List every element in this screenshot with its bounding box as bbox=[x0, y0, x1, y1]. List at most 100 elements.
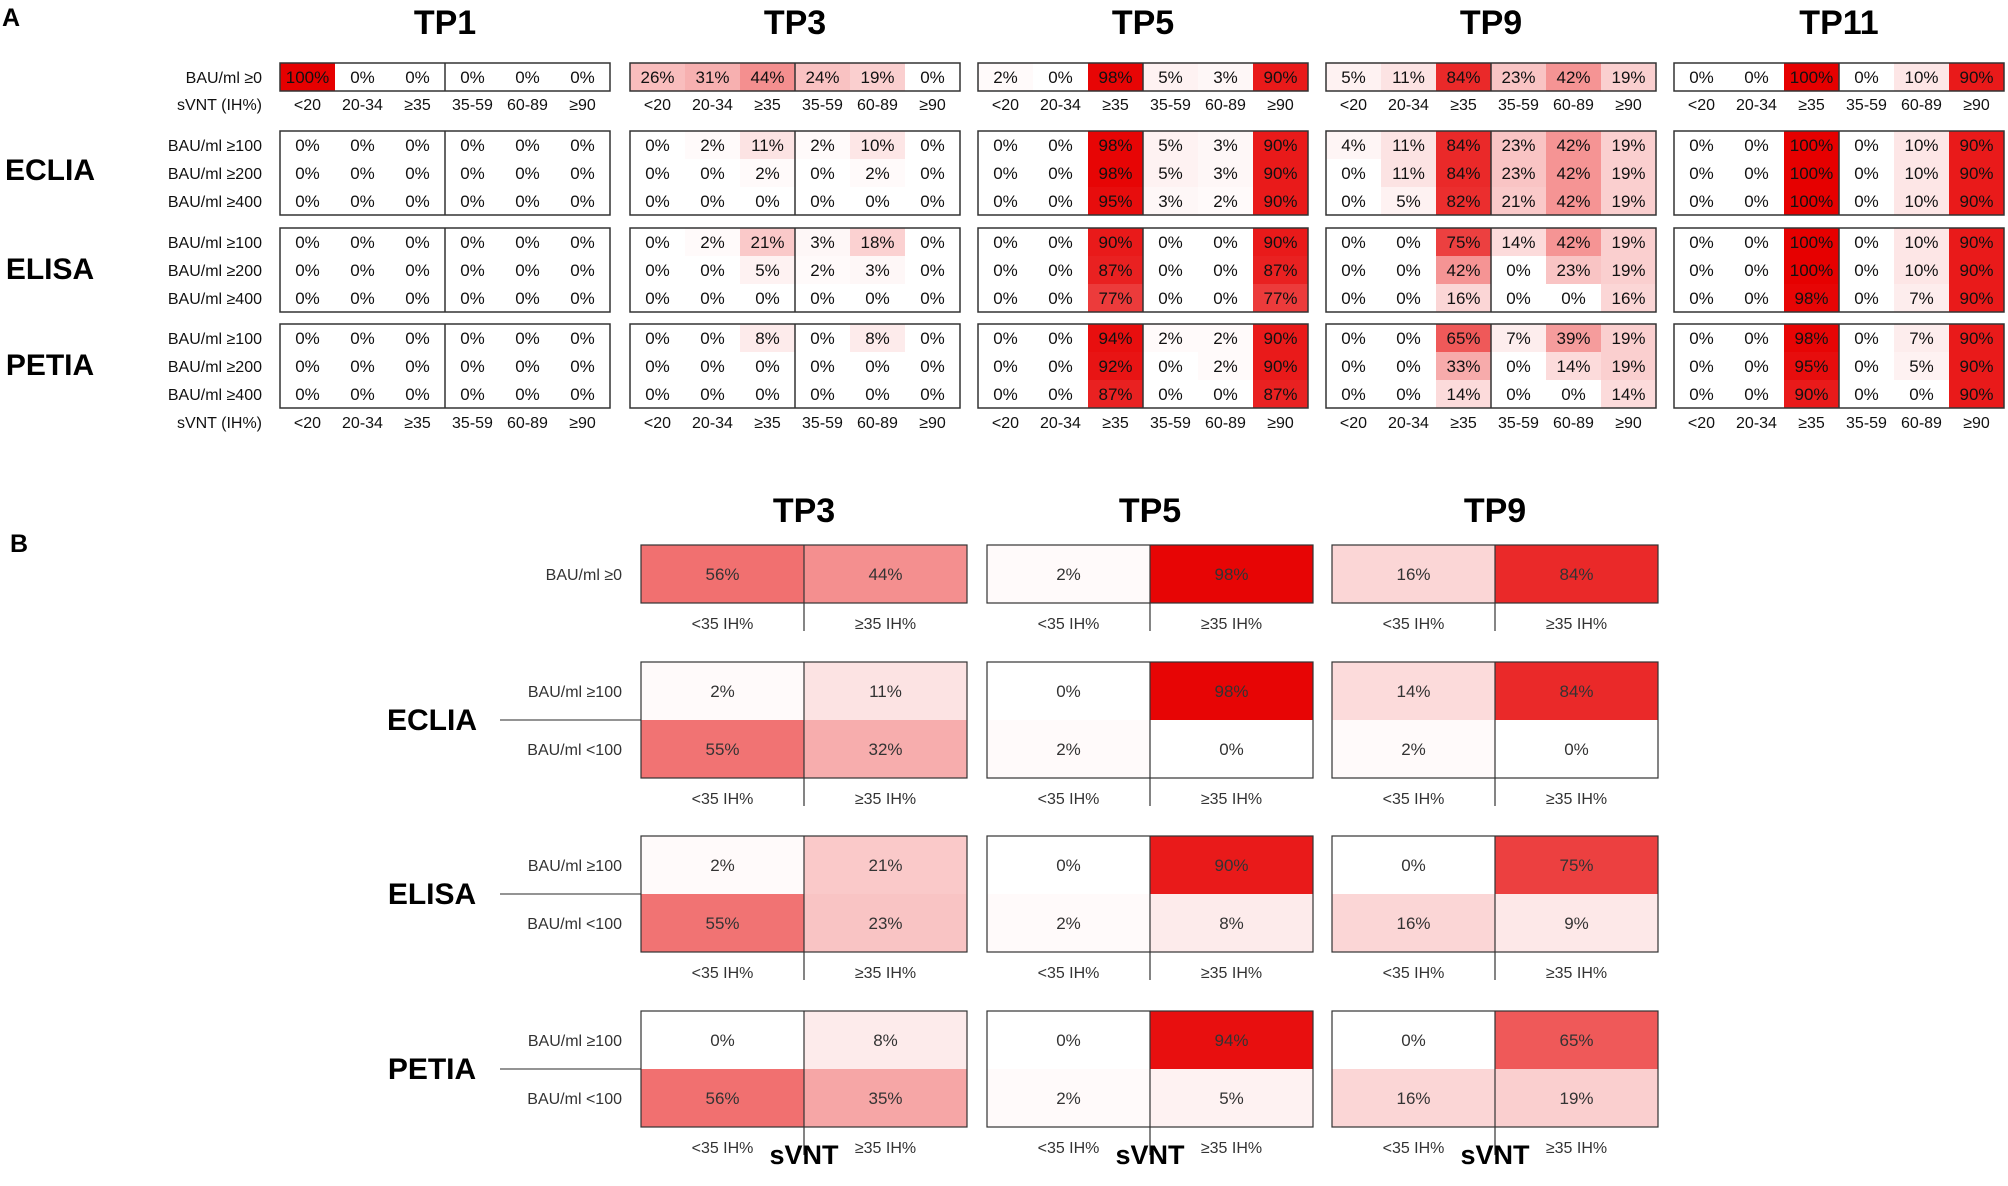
assay-row-cell-label: 0% bbox=[350, 164, 375, 183]
assay-row-cell bbox=[905, 380, 960, 408]
assay-row-cell-label: 90% bbox=[1263, 192, 1297, 211]
assay-row-cell-label: 90% bbox=[1263, 164, 1297, 183]
assay-row-cell bbox=[1253, 187, 1308, 215]
assay-row-cell bbox=[1088, 324, 1143, 352]
assay-row-cell-label: 0% bbox=[1048, 261, 1073, 280]
b-column-label: ≥35 IH% bbox=[1201, 1140, 1262, 1157]
assay-row-cell-label: 0% bbox=[810, 329, 835, 348]
assay-row-cell-label: 0% bbox=[515, 385, 540, 404]
assay-row-cell-label: 10% bbox=[1904, 192, 1938, 211]
assay-row-cell bbox=[1088, 380, 1143, 408]
assay-row-cell-label: 0% bbox=[1744, 385, 1769, 404]
b-assay-row-cell-label: 5% bbox=[1219, 1089, 1244, 1108]
top-row-cell bbox=[390, 63, 445, 91]
assay-row-cell-label: 19% bbox=[1611, 329, 1645, 348]
assay-row-cell bbox=[850, 228, 905, 256]
b-column-label: <35 IH% bbox=[1038, 616, 1100, 633]
assay-row-cell bbox=[1253, 131, 1308, 159]
b-assay-label-elisa: ELISA bbox=[388, 878, 476, 911]
b-top-row-cell bbox=[1332, 545, 1495, 603]
assay-row-cell-label: 0% bbox=[405, 164, 430, 183]
assay-row-cell bbox=[1198, 131, 1253, 159]
column-label: 60-89 bbox=[1901, 97, 1942, 114]
svnt-axis-title: sVNT bbox=[769, 1140, 839, 1170]
assay-row-cell-label: 14% bbox=[1611, 385, 1645, 404]
b-column-label: <35 IH% bbox=[1383, 965, 1445, 982]
assay-row-cell bbox=[1436, 352, 1491, 380]
assay-row-cell bbox=[335, 159, 390, 187]
b-top-row-cell-label: 84% bbox=[1559, 565, 1593, 584]
assay-row-cell-label: 90% bbox=[1098, 233, 1132, 252]
top-row-cell bbox=[1949, 63, 2004, 91]
assay-row-cell bbox=[978, 187, 1033, 215]
assay-row-cell bbox=[1326, 187, 1381, 215]
b-assay-row-cell-label: 2% bbox=[1056, 1089, 1081, 1108]
assay-row-cell-label: 0% bbox=[645, 261, 670, 280]
assay-row-cell-label: 5% bbox=[755, 261, 780, 280]
svnt-axis-title: sVNT bbox=[1115, 1140, 1185, 1170]
column-label: 35-59 bbox=[452, 415, 493, 432]
assay-row-cell bbox=[1546, 159, 1601, 187]
assay-row-cell-label: 3% bbox=[1213, 164, 1238, 183]
assay-row-cell bbox=[445, 159, 500, 187]
assay-row-cell bbox=[630, 352, 685, 380]
assay-row-cell-label: 87% bbox=[1263, 261, 1297, 280]
column-label: ≥90 bbox=[1963, 415, 1990, 432]
assay-row-cell bbox=[1491, 352, 1546, 380]
assay-row-cell-label: 0% bbox=[570, 289, 595, 308]
assay-row-cell bbox=[1491, 324, 1546, 352]
b-assay-row-cell bbox=[1495, 720, 1658, 778]
assay-row-cell-label: 0% bbox=[405, 357, 430, 376]
assay-row-cell bbox=[1839, 159, 1894, 187]
column-label: 20-34 bbox=[342, 97, 383, 114]
assay-row-cell bbox=[1949, 256, 2004, 284]
assay-row-cell bbox=[1436, 228, 1491, 256]
top-row-cell-label: 0% bbox=[570, 68, 595, 87]
assay-row-cell-label: 0% bbox=[810, 164, 835, 183]
column-label: ≥35 bbox=[1102, 97, 1129, 114]
assay-row-cell bbox=[500, 352, 555, 380]
assay-row-cell-label: 84% bbox=[1446, 136, 1480, 155]
assay-row-cell bbox=[280, 159, 335, 187]
assay-row-cell bbox=[1601, 256, 1656, 284]
column-label: <20 bbox=[1340, 97, 1367, 114]
assay-row-cell-label: 0% bbox=[515, 192, 540, 211]
assay-row-cell-label: 19% bbox=[1611, 164, 1645, 183]
assay-row-cell bbox=[1729, 256, 1784, 284]
assay-row-cell-label: 0% bbox=[405, 192, 430, 211]
assay-row-cell bbox=[1729, 380, 1784, 408]
top-row-cell-label: 0% bbox=[1689, 68, 1714, 87]
assay-row-cell-label: 0% bbox=[1689, 385, 1714, 404]
assay-row-cell bbox=[1949, 324, 2004, 352]
column-label: 35-59 bbox=[1846, 97, 1887, 114]
b-assay-row-cell-label: 11% bbox=[869, 682, 902, 701]
column-label: ≥90 bbox=[569, 97, 596, 114]
assay-row-cell-label: 0% bbox=[1341, 289, 1366, 308]
column-label: 20-34 bbox=[1040, 97, 1081, 114]
assay-row-cell-label: 0% bbox=[1744, 289, 1769, 308]
assay-row-cell bbox=[905, 159, 960, 187]
b-column-label: <35 IH% bbox=[1383, 1140, 1445, 1157]
assay-row-cell bbox=[1198, 256, 1253, 284]
assay-row-cell-label: 0% bbox=[1396, 329, 1421, 348]
assay-row-cell-label: 0% bbox=[993, 192, 1018, 211]
assay-row-cell bbox=[555, 228, 610, 256]
assay-row-cell-label: 0% bbox=[645, 192, 670, 211]
svnt-row-header: sVNT (IH%) bbox=[177, 97, 262, 114]
b-assay-row-cell bbox=[1495, 836, 1658, 894]
assay-row-cell bbox=[1784, 187, 1839, 215]
assay-row-cell-label: 0% bbox=[1048, 233, 1073, 252]
assay-row-cell bbox=[445, 352, 500, 380]
assay-row-cell bbox=[1253, 352, 1308, 380]
assay-row-cell-label: 0% bbox=[1689, 289, 1714, 308]
assay-row-cell-label: 0% bbox=[1341, 233, 1366, 252]
assay-row-cell-label: 3% bbox=[865, 261, 890, 280]
assay-row-cell-label: 0% bbox=[810, 385, 835, 404]
assay-row-cell bbox=[850, 131, 905, 159]
assay-label-petia: PETIA bbox=[6, 349, 94, 382]
assay-row-cell-label: 0% bbox=[810, 192, 835, 211]
b-assay-row-cell-label: 8% bbox=[1219, 914, 1244, 933]
assay-row-cell-label: 0% bbox=[460, 136, 485, 155]
b-assay-row-cell bbox=[987, 720, 1150, 778]
column-label: 20-34 bbox=[1388, 97, 1429, 114]
